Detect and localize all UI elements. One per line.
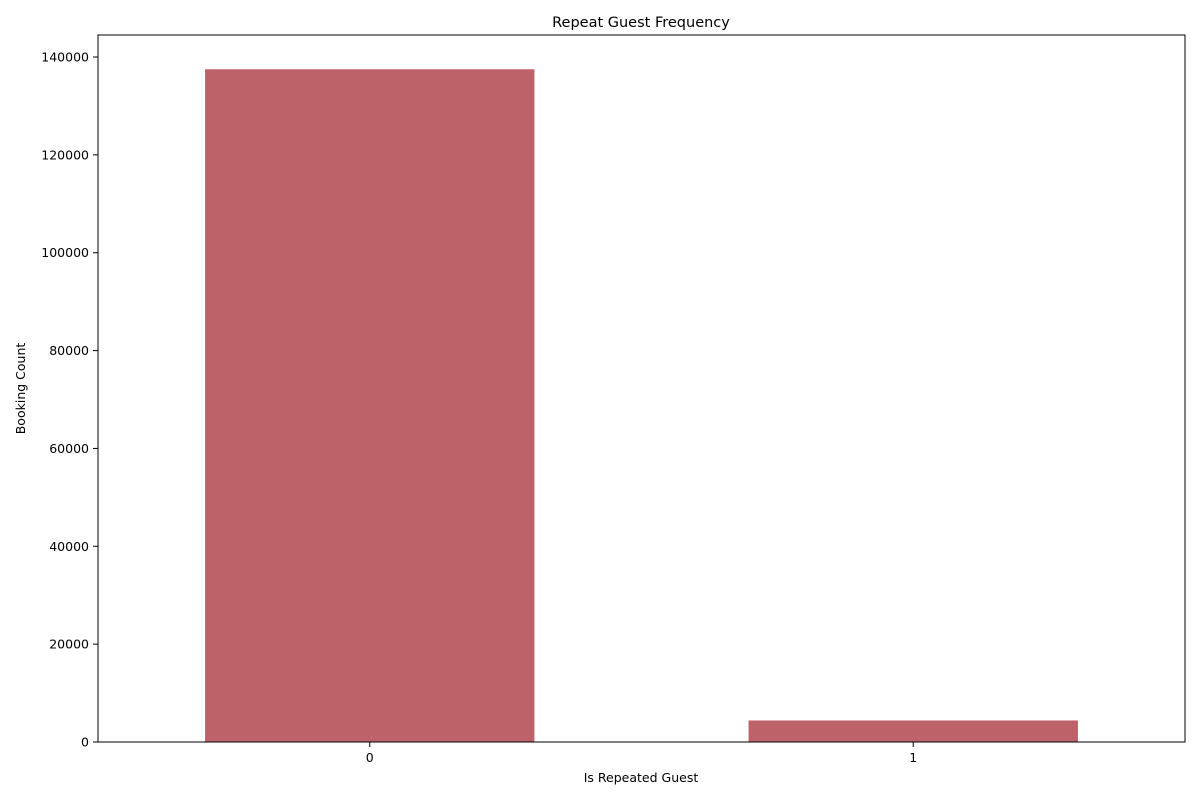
y-tick-label-80000: 80000 [49,343,89,358]
y-axis-ticks: 0 20000 40000 60000 80000 100000 120000 140000 [41,50,98,750]
y-axis-label: Booking Count [13,343,28,435]
x-axis-label: Is Repeated Guest [584,770,699,785]
y-tick-label-60000: 60000 [49,441,89,456]
y-tick-label-0: 0 [81,735,89,750]
y-tick-label-100000: 100000 [41,245,89,260]
y-tick-label-40000: 40000 [49,539,89,554]
bars-layer [205,69,1078,742]
y-tick-label-140000: 140000 [41,50,89,65]
chart-title: Repeat Guest Frequency [552,15,730,31]
bar-1 [748,720,1078,742]
y-tick-label-20000: 20000 [49,637,89,652]
y-tick-label-120000: 120000 [41,147,89,162]
plot-frame [97,34,1186,743]
x-tick-label-1: 1 [909,750,917,765]
x-tick-label-0: 0 [366,750,374,765]
bar-0 [205,69,535,742]
